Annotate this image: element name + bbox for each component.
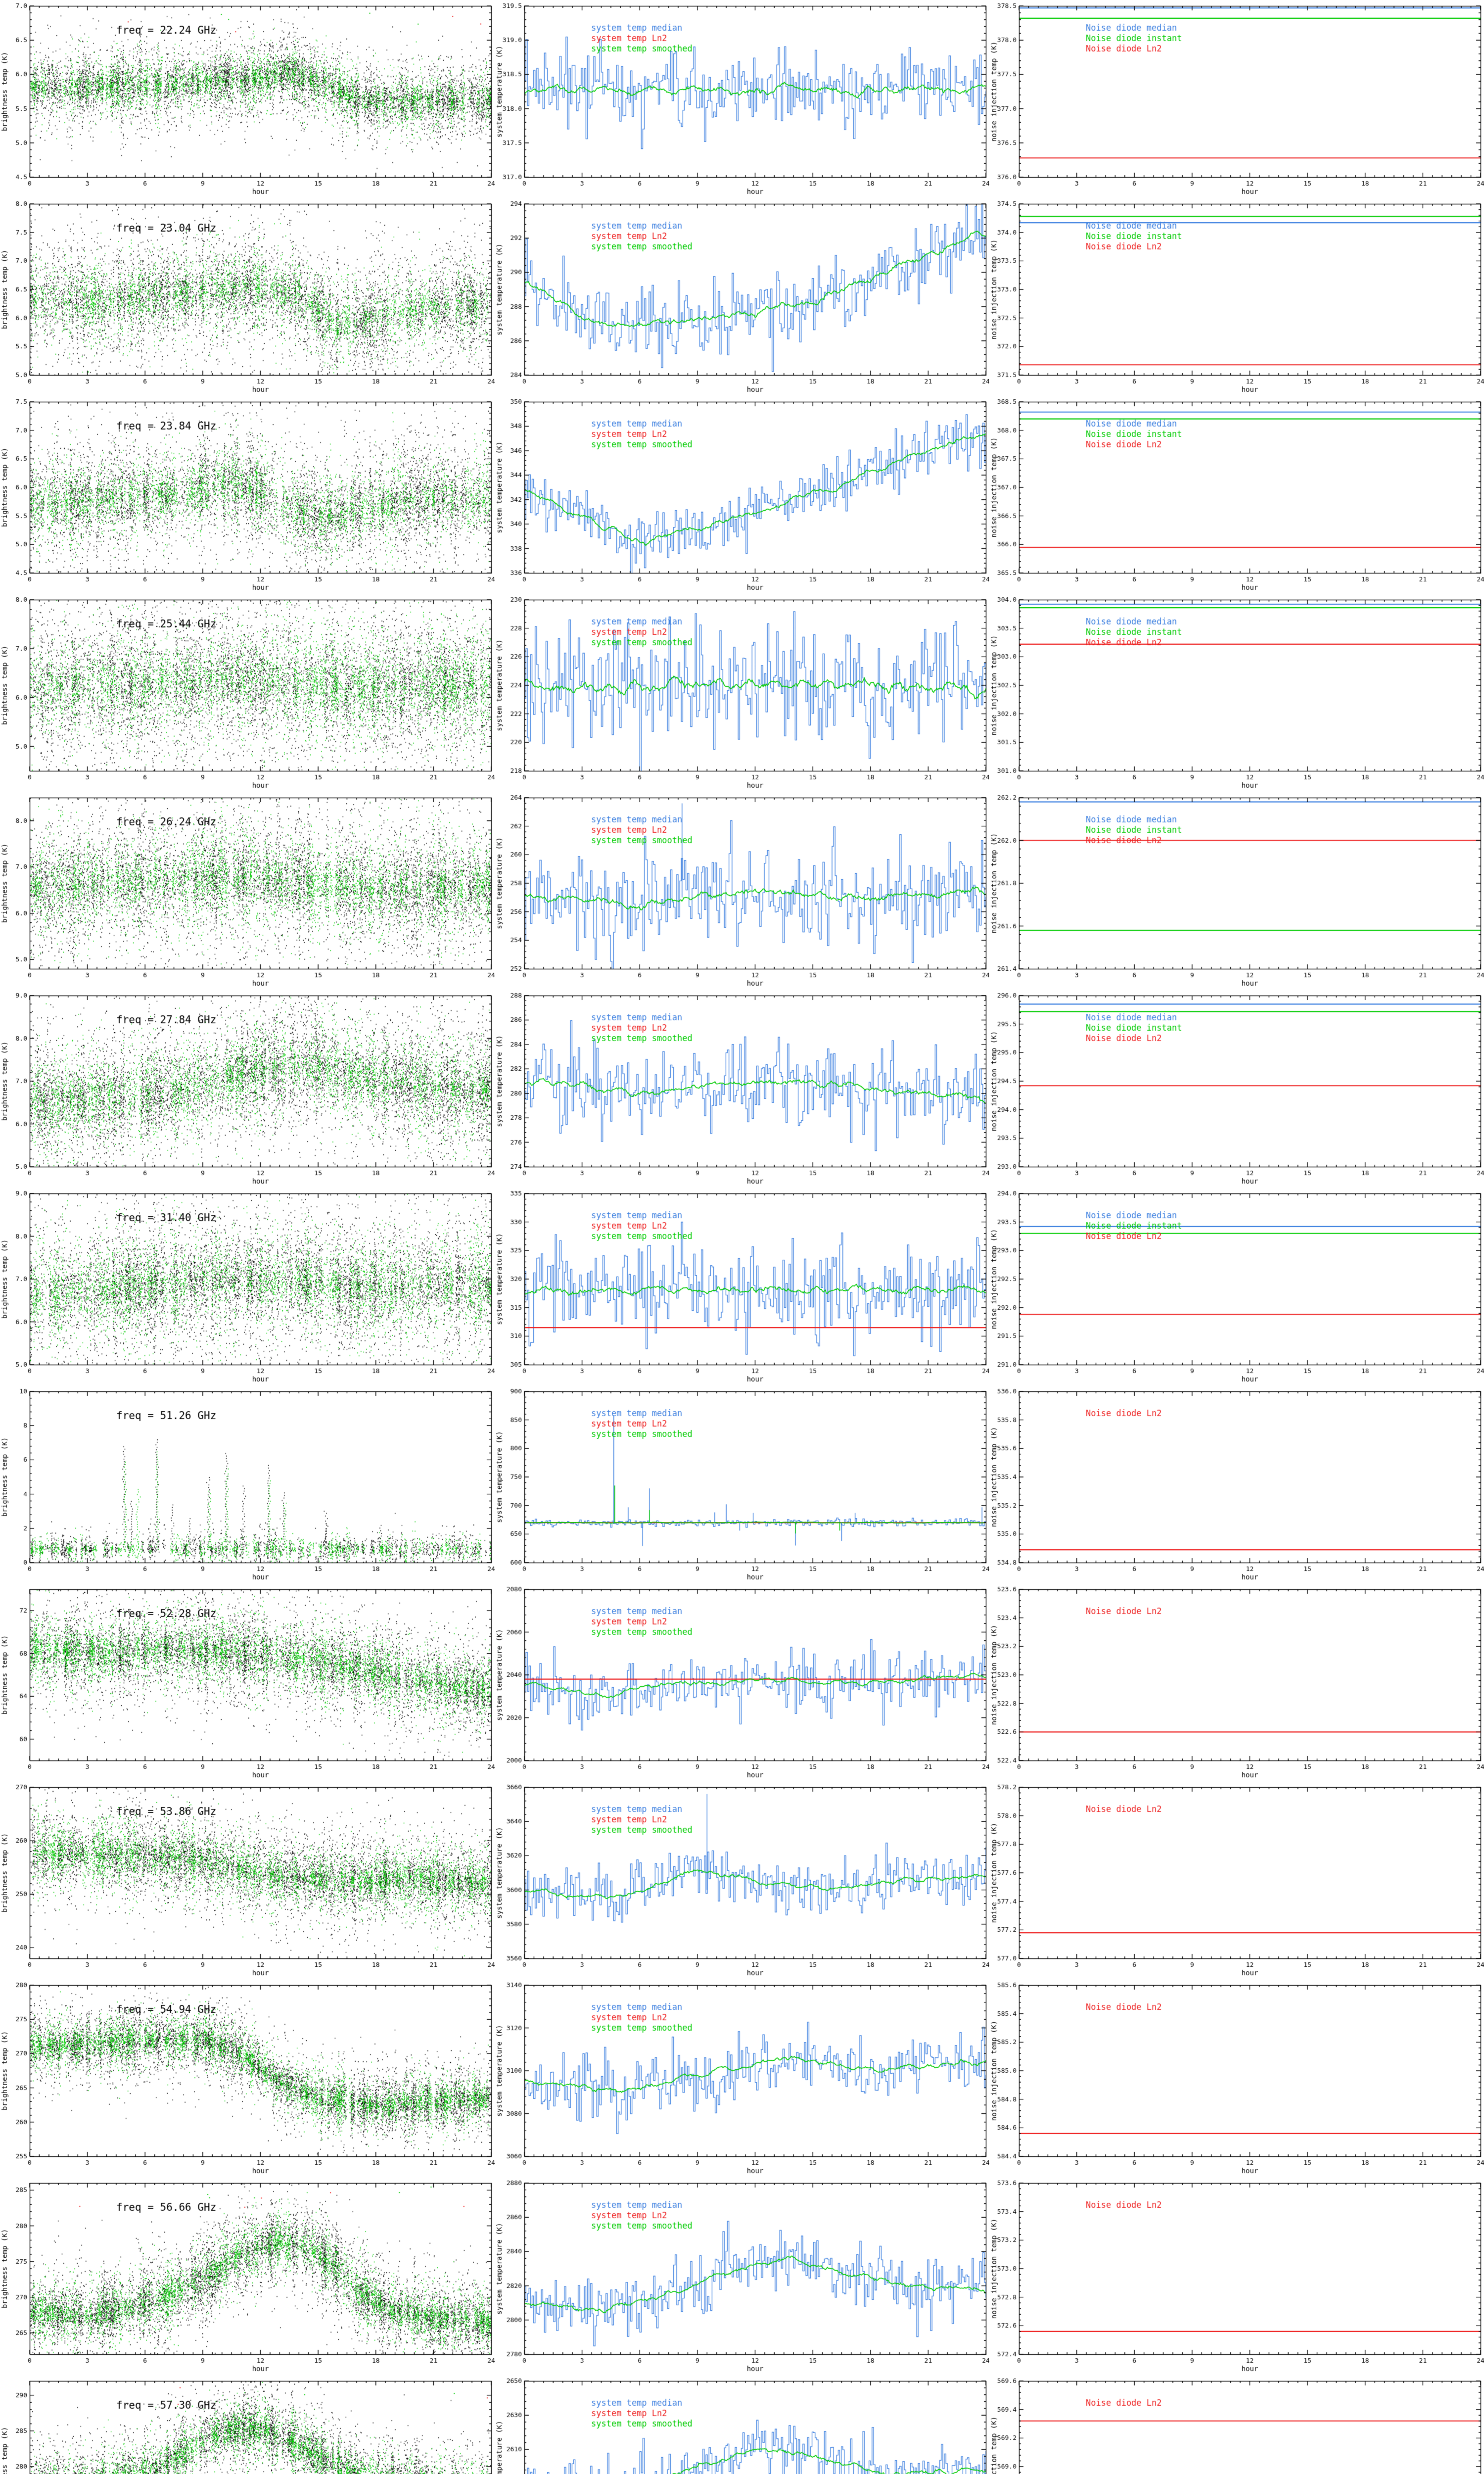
noise-injection-plot-canvas-25.44ghz (989, 594, 1484, 792)
subplot-system-temp-57.30ghz (495, 2375, 989, 2474)
brightness-temp-plot-canvas-27.84ghz (0, 990, 495, 1188)
noise-injection-plot-canvas-56.66ghz (989, 2177, 1484, 2375)
subplot-noise-injection-23.04ghz (989, 198, 1484, 396)
noise-injection-plot-canvas-23.04ghz (989, 198, 1484, 396)
subplot-system-temp-22.24ghz (495, 0, 989, 198)
system-temp-plot-canvas-23.84ghz (495, 396, 989, 594)
system-temp-plot-canvas-54.94ghz (495, 1979, 989, 2177)
brightness-temp-plot-canvas-23.84ghz (0, 396, 495, 594)
brightness-temp-plot-canvas-31.40ghz (0, 1188, 495, 1385)
system-temp-plot-canvas-26.24ghz (495, 792, 989, 990)
system-temp-plot-canvas-51.26ghz (495, 1385, 989, 1583)
subplot-system-temp-56.66ghz (495, 2177, 989, 2375)
noise-injection-plot-canvas-26.24ghz (989, 792, 1484, 990)
subplot-brightness-temp-51.26ghz (0, 1385, 495, 1583)
brightness-temp-plot-canvas-57.30ghz (0, 2375, 495, 2474)
subplot-system-temp-26.24ghz (495, 792, 989, 990)
subplot-brightness-temp-26.24ghz (0, 792, 495, 990)
subplot-noise-injection-22.24ghz (989, 0, 1484, 198)
noise-injection-plot-canvas-51.26ghz (989, 1385, 1484, 1583)
subplot-noise-injection-31.40ghz (989, 1188, 1484, 1385)
noise-injection-plot-canvas-57.30ghz (989, 2375, 1484, 2474)
subplot-brightness-temp-31.40ghz (0, 1188, 495, 1385)
subplot-brightness-temp-52.28ghz (0, 1583, 495, 1781)
subplot-noise-injection-27.84ghz (989, 990, 1484, 1188)
subplot-noise-injection-51.26ghz (989, 1385, 1484, 1583)
brightness-temp-plot-canvas-54.94ghz (0, 1979, 495, 2177)
noise-injection-plot-canvas-52.28ghz (989, 1583, 1484, 1781)
subplot-system-temp-27.84ghz (495, 990, 989, 1188)
subplot-brightness-temp-22.24ghz (0, 0, 495, 198)
subplot-brightness-temp-25.44ghz (0, 594, 495, 792)
subplot-brightness-temp-57.30ghz (0, 2375, 495, 2474)
subplot-system-temp-51.26ghz (495, 1385, 989, 1583)
subplot-brightness-temp-23.84ghz (0, 396, 495, 594)
brightness-temp-plot-canvas-53.86ghz (0, 1781, 495, 1979)
subplot-noise-injection-52.28ghz (989, 1583, 1484, 1781)
noise-injection-plot-canvas-54.94ghz (989, 1979, 1484, 2177)
subplot-brightness-temp-56.66ghz (0, 2177, 495, 2375)
subplot-system-temp-25.44ghz (495, 594, 989, 792)
subplot-noise-injection-56.66ghz (989, 2177, 1484, 2375)
system-temp-plot-canvas-53.86ghz (495, 1781, 989, 1979)
noise-injection-plot-canvas-53.86ghz (989, 1781, 1484, 1979)
subplot-system-temp-52.28ghz (495, 1583, 989, 1781)
noise-injection-plot-canvas-27.84ghz (989, 990, 1484, 1188)
system-temp-plot-canvas-31.40ghz (495, 1188, 989, 1385)
brightness-temp-plot-canvas-26.24ghz (0, 792, 495, 990)
system-temp-plot-canvas-25.44ghz (495, 594, 989, 792)
brightness-temp-plot-canvas-52.28ghz (0, 1583, 495, 1781)
subplot-noise-injection-25.44ghz (989, 594, 1484, 792)
subplot-system-temp-23.84ghz (495, 396, 989, 594)
brightness-temp-plot-canvas-23.04ghz (0, 198, 495, 396)
system-temp-plot-canvas-23.04ghz (495, 198, 989, 396)
subplot-brightness-temp-54.94ghz (0, 1979, 495, 2177)
noise-injection-plot-canvas-31.40ghz (989, 1188, 1484, 1385)
subplot-brightness-temp-23.04ghz (0, 198, 495, 396)
subplot-brightness-temp-53.86ghz (0, 1781, 495, 1979)
subplot-noise-injection-53.86ghz (989, 1781, 1484, 1979)
subplot-brightness-temp-27.84ghz (0, 990, 495, 1188)
subplot-system-temp-54.94ghz (495, 1979, 989, 2177)
noise-injection-plot-canvas-22.24ghz (989, 0, 1484, 198)
subplot-noise-injection-23.84ghz (989, 396, 1484, 594)
system-temp-plot-canvas-57.30ghz (495, 2375, 989, 2474)
subplot-system-temp-23.04ghz (495, 198, 989, 396)
subplot-noise-injection-57.30ghz (989, 2375, 1484, 2474)
brightness-temp-plot-canvas-56.66ghz (0, 2177, 495, 2375)
system-temp-plot-canvas-56.66ghz (495, 2177, 989, 2375)
system-temp-plot-canvas-22.24ghz (495, 0, 989, 198)
brightness-temp-plot-canvas-22.24ghz (0, 0, 495, 198)
system-temp-plot-canvas-52.28ghz (495, 1583, 989, 1781)
subplot-system-temp-31.40ghz (495, 1188, 989, 1385)
subplot-system-temp-53.86ghz (495, 1781, 989, 1979)
brightness-temp-plot-canvas-25.44ghz (0, 594, 495, 792)
system-temp-plot-canvas-27.84ghz (495, 990, 989, 1188)
brightness-temp-plot-canvas-51.26ghz (0, 1385, 495, 1583)
noise-injection-plot-canvas-23.84ghz (989, 396, 1484, 594)
subplot-noise-injection-54.94ghz (989, 1979, 1484, 2177)
subplot-noise-injection-26.24ghz (989, 792, 1484, 990)
